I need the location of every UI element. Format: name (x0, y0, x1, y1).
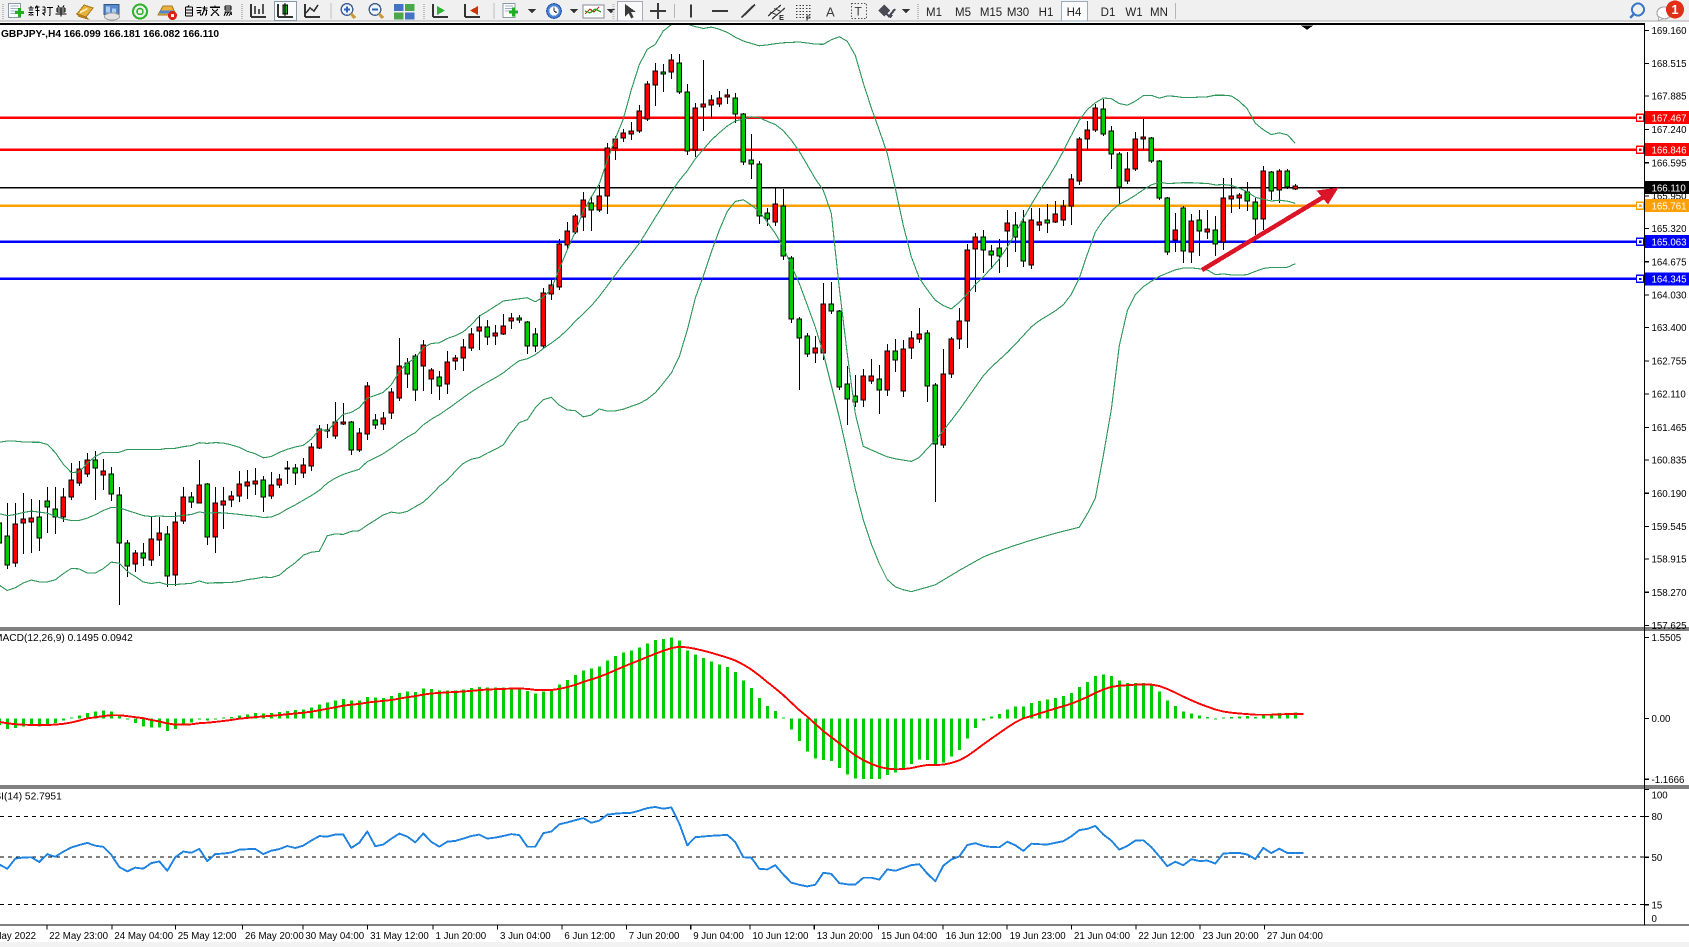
svg-text:RSI(14) 52.7951: RSI(14) 52.7951 (0, 792, 62, 803)
svg-text:157.625: 157.625 (1652, 621, 1687, 632)
svg-text:164.030: 164.030 (1652, 291, 1688, 302)
svg-text:0.00: 0.00 (1652, 714, 1671, 725)
svg-text:166.110: 166.110 (1652, 183, 1687, 194)
svg-text:3 Jun 04:00: 3 Jun 04:00 (500, 931, 551, 942)
svg-text:100: 100 (1652, 791, 1669, 802)
svg-text:15 Jun 04:00: 15 Jun 04:00 (881, 931, 938, 942)
svg-text:162.110: 162.110 (1652, 390, 1687, 401)
svg-text:F: F (806, 14, 811, 23)
svg-text:31 May 12:00: 31 May 12:00 (370, 931, 429, 942)
svg-text:MACD(12,26,9) 0.1495 0.0942: MACD(12,26,9) 0.1495 0.0942 (0, 633, 133, 644)
svg-text:H1: H1 (1039, 7, 1054, 19)
svg-text:158.270: 158.270 (1652, 588, 1688, 599)
svg-text:158.915: 158.915 (1652, 555, 1687, 566)
svg-text:7 Jun 20:00: 7 Jun 20:00 (629, 931, 680, 942)
svg-text:T: T (855, 5, 863, 19)
svg-text:M15: M15 (980, 7, 1002, 19)
svg-text:26 May 20:00: 26 May 20:00 (245, 931, 304, 942)
svg-text:165.320: 165.320 (1652, 224, 1688, 235)
svg-text:165.950: 165.950 (1652, 192, 1688, 203)
svg-text:D1: D1 (1101, 7, 1116, 19)
svg-text:160.835: 160.835 (1652, 456, 1687, 467)
svg-text:163.400: 163.400 (1652, 323, 1688, 334)
svg-text:9 Jun 04:00: 9 Jun 04:00 (693, 931, 744, 942)
svg-text:21 Jun 04:00: 21 Jun 04:00 (1074, 931, 1131, 942)
svg-text:15: 15 (1652, 900, 1663, 911)
svg-text:167.885: 167.885 (1652, 92, 1687, 103)
svg-text:M5: M5 (955, 7, 971, 19)
svg-text:1.5505: 1.5505 (1652, 633, 1682, 644)
svg-text:W1: W1 (1125, 7, 1142, 19)
svg-text:25 May 12:00: 25 May 12:00 (178, 931, 237, 942)
svg-text:160.190: 160.190 (1652, 489, 1688, 500)
svg-text:166.595: 166.595 (1652, 158, 1687, 169)
svg-text:167.240: 167.240 (1652, 125, 1688, 136)
svg-text:10 Jun 12:00: 10 Jun 12:00 (752, 931, 809, 942)
svg-text:23 Jun 20:00: 23 Jun 20:00 (1203, 931, 1260, 942)
svg-text:161.465: 161.465 (1652, 423, 1687, 434)
svg-text:22 May 23:00: 22 May 23:00 (49, 931, 108, 942)
svg-text:H4: H4 (1067, 7, 1082, 19)
svg-text:166.846: 166.846 (1652, 145, 1687, 156)
svg-text:E: E (779, 13, 784, 22)
svg-text:30 May 04:00: 30 May 04:00 (305, 931, 364, 942)
svg-text:169.160: 169.160 (1652, 26, 1688, 37)
svg-text:1: 1 (1672, 3, 1679, 17)
svg-text:167.467: 167.467 (1652, 113, 1687, 124)
svg-text:A: A (826, 5, 835, 20)
svg-text:13 Jun 20:00: 13 Jun 20:00 (817, 931, 874, 942)
svg-text:1 Jun 20:00: 1 Jun 20:00 (436, 931, 487, 942)
svg-text:16 Jun 12:00: 16 Jun 12:00 (946, 931, 1003, 942)
svg-text:MN: MN (1150, 7, 1168, 19)
svg-text:20 May 2022: 20 May 2022 (0, 931, 36, 942)
svg-text:162.755: 162.755 (1652, 356, 1687, 367)
svg-text:168.515: 168.515 (1652, 59, 1687, 70)
svg-text:164.345: 164.345 (1652, 274, 1687, 285)
svg-text:165.063: 165.063 (1652, 237, 1687, 248)
svg-text:27 Jun 04:00: 27 Jun 04:00 (1267, 931, 1324, 942)
svg-text:-1.1666: -1.1666 (1652, 775, 1685, 786)
svg-text:M30: M30 (1007, 7, 1029, 19)
svg-text:22 Jun 12:00: 22 Jun 12:00 (1138, 931, 1195, 942)
svg-text:GBPJPY-,H4 166.099 166.181 16: GBPJPY-,H4 166.099 166.181 166.082 166.1… (1, 29, 219, 40)
svg-text:80: 80 (1652, 812, 1663, 823)
svg-text:50: 50 (1652, 853, 1663, 864)
svg-text:6 Jun 12:00: 6 Jun 12:00 (564, 931, 615, 942)
svg-text:164.675: 164.675 (1652, 257, 1687, 268)
svg-text:159.545: 159.545 (1652, 522, 1687, 533)
svg-text:19 Jun 23:00: 19 Jun 23:00 (1010, 931, 1067, 942)
svg-text:24 May 04:00: 24 May 04:00 (114, 931, 173, 942)
svg-text:165.761: 165.761 (1652, 201, 1687, 212)
svg-text:0: 0 (1652, 914, 1658, 925)
svg-text:M1: M1 (926, 7, 942, 19)
